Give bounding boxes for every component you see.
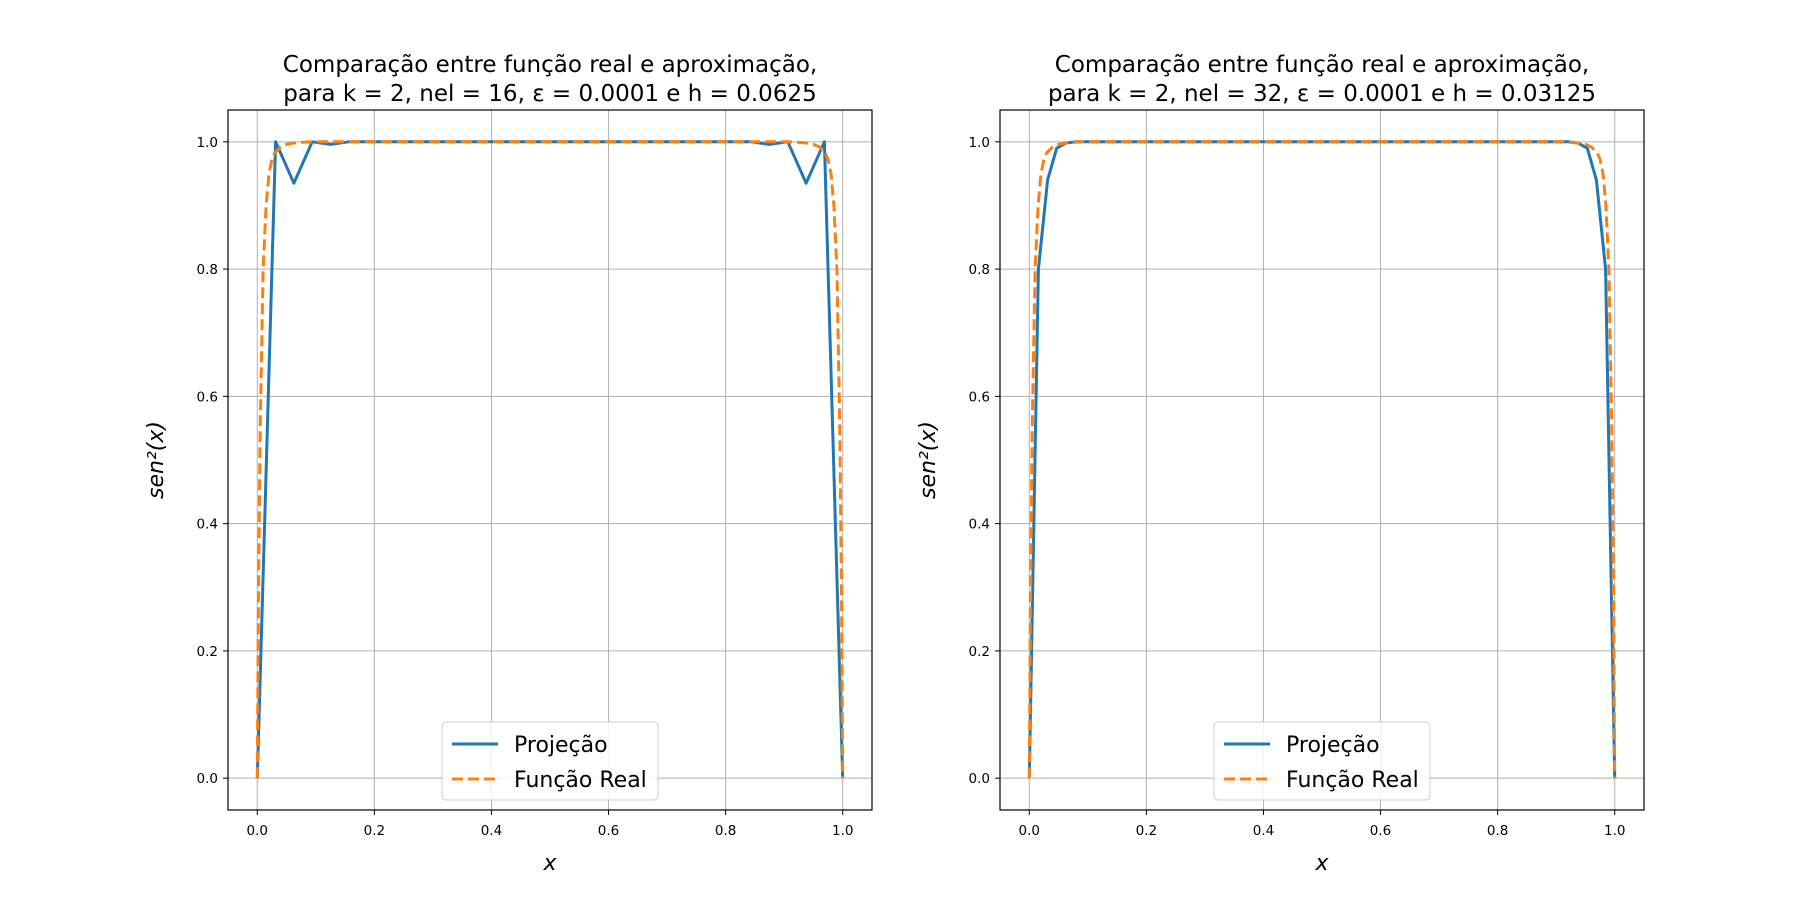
x-tick-label: 0.2: [364, 823, 385, 839]
x-tick-label: 0.0: [247, 823, 268, 839]
x-tick-label: 0.6: [598, 823, 619, 839]
legend-label: Função Real: [1286, 768, 1419, 793]
y-tick-label: 0.4: [197, 517, 218, 533]
y-tick-label: 0.6: [969, 389, 990, 405]
y-axis-label: sen²(x): [144, 421, 169, 499]
series-line-projecao: [1027, 140, 1617, 779]
y-tick-label: 0.0: [969, 771, 990, 787]
chart-title-line1: Comparação entre função real e aproximaç…: [1055, 52, 1589, 78]
x-tick-label: 0.8: [1487, 823, 1508, 839]
x-tick-label: 0.4: [1253, 823, 1274, 839]
y-tick-label: 0.8: [969, 262, 990, 278]
x-tick-label: 0.8: [715, 823, 736, 839]
y-tick-label: 1.0: [969, 135, 990, 151]
x-axis-label: x: [1314, 851, 1329, 876]
plot-frame: [999, 109, 1645, 811]
chart-title-line2: para k = 2, nel = 16, ε = 0.0001 e h = 0…: [283, 81, 816, 107]
y-axis-label: sen²(x): [916, 421, 941, 499]
x-tick-label: 0.6: [1370, 823, 1391, 839]
x-tick-label: 1.0: [1604, 823, 1625, 839]
series-line-funcao-real: [1027, 140, 1617, 779]
legend-box: [1213, 721, 1431, 801]
legend: Projeção Função Real: [441, 721, 659, 801]
y-tick-label: 1.0: [197, 135, 218, 151]
x-tick-label: 0.2: [1136, 823, 1157, 839]
y-tick-label: 0.2: [969, 644, 990, 660]
legend-box: [441, 721, 659, 801]
x-tick-label: 0.4: [481, 823, 502, 839]
right-chart-panel: 0.0 0.2 0.4 0.6 0.8 1.0 0.0 0.2 0.4 0.6 0.8 1.0 Comp…: [916, 52, 1645, 876]
chart-title-line2: para k = 2, nel = 32, ε = 0.0001 e h = 0…: [1048, 81, 1596, 107]
y-tick-label: 0.4: [969, 517, 990, 533]
legend: Projeção Função Real: [1213, 721, 1431, 801]
y-tick-label: 0.8: [197, 262, 218, 278]
x-tick-label: 1.0: [832, 823, 853, 839]
x-tick-label: 0.0: [1019, 823, 1040, 839]
x-axis-label: x: [542, 851, 557, 876]
y-tick-label: 0.2: [197, 644, 218, 660]
left-chart-panel: 0.0 0.2 0.4 0.6 0.8 1.0 0.0 0.2 0.4 0.6 0.8 1.0 Comp…: [144, 52, 873, 876]
legend-label: Função Real: [514, 768, 647, 793]
series-line-funcao-real: [255, 140, 845, 779]
legend-label: Projeção: [514, 733, 608, 758]
legend-label: Projeção: [1286, 733, 1380, 758]
y-tick-label: 0.0: [197, 771, 218, 787]
chart-title-line1: Comparação entre função real e aproximaç…: [283, 52, 817, 78]
plot-frame: [227, 109, 873, 811]
series-line-projecao: [255, 140, 845, 779]
y-tick-label: 0.6: [197, 389, 218, 405]
